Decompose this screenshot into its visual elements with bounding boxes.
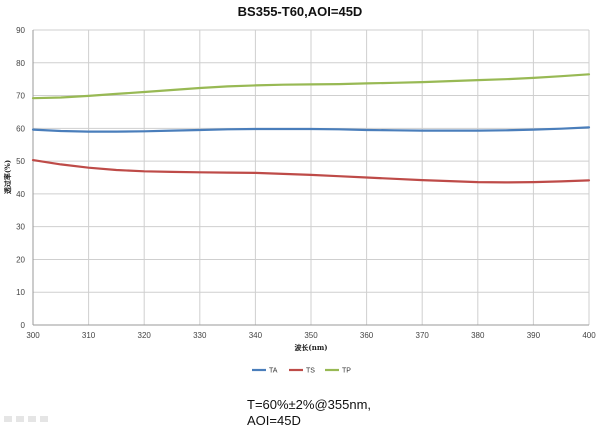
x-tick-label: 310	[82, 331, 96, 340]
x-tick-label: 300	[26, 331, 40, 340]
x-tick-label: 330	[193, 331, 207, 340]
y-tick-label: 90	[16, 26, 25, 35]
y-tick-label: 40	[16, 190, 25, 199]
x-tick-label: 380	[471, 331, 485, 340]
y-tick-label: 80	[16, 59, 25, 68]
spec-note-line1: T=60%±2%@355nm,	[247, 397, 372, 412]
x-tick-label: 340	[249, 331, 263, 340]
y-tick-labels: 0 10 20 30 40 50 60 70 80 90	[16, 26, 25, 330]
y-tick-label: 10	[16, 288, 25, 297]
x-tick-label: 400	[582, 331, 596, 340]
x-tick-label: 390	[527, 331, 541, 340]
legend-label-ts: TS	[306, 368, 315, 375]
y-tick-label: 30	[16, 223, 25, 232]
x-tick-label: 320	[138, 331, 152, 340]
legend-label-tp: TP	[342, 368, 351, 375]
series-line-ts	[31, 159, 591, 184]
legend: TA TS TP	[252, 368, 351, 375]
y-tick-label: 70	[16, 92, 25, 101]
series-line-tp	[31, 73, 591, 100]
series-line-ta	[31, 126, 591, 133]
grid	[32, 29, 590, 326]
y-tick-label: 50	[16, 157, 25, 166]
x-tick-labels: 300 310 320 330 340 350 360 370 380 390 400	[26, 331, 596, 340]
x-tick-label: 370	[416, 331, 430, 340]
x-axis-label: 波长(nm)	[294, 343, 327, 352]
x-tick-label: 350	[304, 331, 318, 340]
spec-note-line2: AOI=45D	[247, 413, 301, 428]
y-tick-label: 60	[16, 124, 25, 133]
chart-title: BS355-T60,AOI=45D	[238, 4, 363, 19]
y-axis-label: 透过率(%)	[3, 160, 12, 194]
watermark-icon	[4, 416, 48, 422]
series-lines	[31, 73, 591, 184]
y-tick-label: 0	[21, 321, 26, 330]
x-tick-label: 360	[360, 331, 374, 340]
y-tick-label: 20	[16, 255, 25, 264]
legend-label-ta: TA	[269, 368, 278, 375]
